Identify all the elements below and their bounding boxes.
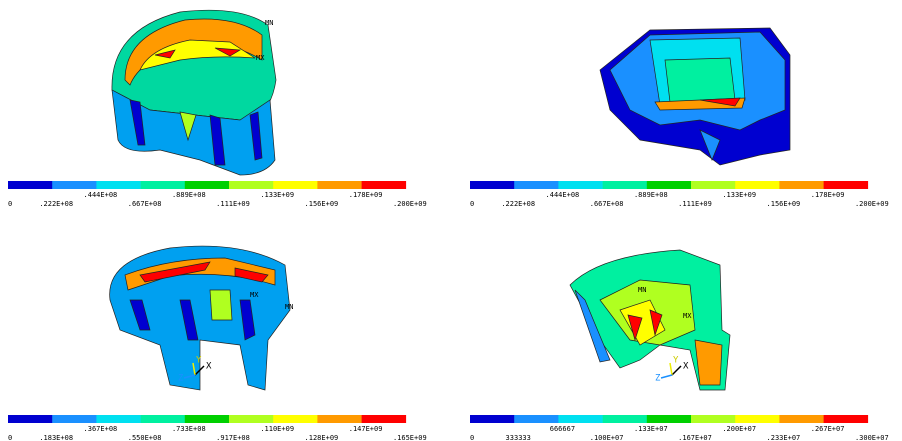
min-label: MN [265,19,273,27]
triad-x: X [683,362,689,372]
max-label: MX [256,54,265,62]
legend-label: .111E+09 [216,200,250,208]
legend-swatch [779,415,824,423]
legend-label: .200E+09 [393,200,427,208]
legend-label: .222E+08 [39,200,73,208]
min-label: MN [638,286,646,294]
legend-swatch [514,181,559,189]
legend-swatch [96,181,140,189]
legend-swatch [185,181,230,189]
legend-swatch [735,415,780,423]
legend-label: .147E+09 [349,425,383,433]
legend-label: 333333 [506,434,531,441]
legend-swatch [317,415,362,423]
legend-swatch [824,181,869,189]
model-3 [110,246,290,390]
legend-swatch [603,415,648,423]
legend-label: .444E+08 [84,191,118,199]
legend-swatch [229,181,274,189]
legend-swatch [141,181,186,189]
contour-figure: MN MX X Y Z MX MN X Y [0,0,902,441]
legend-label: .111E+09 [678,200,712,208]
legend-label: .165E+09 [393,434,427,441]
legend-swatch [362,415,407,423]
legend-label: .550E+08 [128,434,162,441]
legend-swatch [514,415,559,423]
legend-swatch [317,181,362,189]
legend-label: .183E+08 [39,434,73,441]
legend-swatch [185,415,230,423]
legend-label: .133E+09 [722,191,756,199]
legend-label: .917E+08 [216,434,250,441]
legend-swatch [691,181,736,189]
legend-label: .167E+07 [678,434,712,441]
legend-label: .128E+09 [305,434,339,441]
legend-label: .178E+09 [811,191,845,199]
legend-swatch [52,415,96,423]
legend-label: .367E+08 [84,425,118,433]
legend-swatch [362,181,407,189]
legend-swatch [824,415,869,423]
legend-label: .300E+07 [855,434,889,441]
legend-label: 0 [8,200,12,208]
legend-swatch [8,415,53,423]
legend-swatch [52,181,96,189]
triad-y: Y [673,356,679,366]
legend-swatch [273,415,318,423]
legend-label: .200E+07 [722,425,756,433]
legend-swatch [779,181,824,189]
legend-label: .156E+09 [767,200,801,208]
legend-label: .267E+07 [811,425,845,433]
legend-label: 666667 [550,425,575,433]
legend-label: .222E+08 [501,200,535,208]
legend-label: .667E+08 [128,200,162,208]
legend-swatch [735,181,780,189]
triad-x: X [206,362,212,372]
legend-swatch [558,415,603,423]
legend-swatch [470,415,515,423]
model-4 [570,250,730,390]
legend-swatch [647,415,692,423]
model-2 [600,28,790,165]
legend-swatch [141,415,186,423]
triad-z: Z [178,374,184,384]
legend-label: .233E+07 [767,434,801,441]
triad-y: Y [196,356,202,366]
max-label: MX [683,312,692,320]
legend-label: .667E+08 [590,200,624,208]
legend-label: 0 [470,434,474,441]
legend-label: .444E+08 [546,191,580,199]
legend-label: 0 [8,434,12,441]
triad-z: Z [655,374,661,384]
legend-label: .889E+08 [634,191,668,199]
legend-label: .200E+09 [855,200,889,208]
model-1 [112,10,276,175]
legend-swatch [603,181,648,189]
legend-label: 0 [470,200,474,208]
legend-label: .133E+07 [634,425,668,433]
legend-swatch [558,181,603,189]
legend-label: .100E+07 [590,434,624,441]
legend-swatch [647,181,692,189]
legend-swatch [229,415,274,423]
legend-swatch [691,415,736,423]
legend-label: .156E+09 [305,200,339,208]
legend-swatch [96,415,140,423]
legend-label: .133E+09 [260,191,294,199]
legend-label: .110E+09 [260,425,294,433]
legend-label: .733E+08 [172,425,206,433]
legend-swatch [8,181,53,189]
max-label: MX [250,291,259,299]
legend-swatch [470,181,515,189]
legend-label: .178E+09 [349,191,383,199]
legend-swatch [273,181,318,189]
legend-label: .889E+08 [172,191,206,199]
min-label: MN [285,303,293,311]
